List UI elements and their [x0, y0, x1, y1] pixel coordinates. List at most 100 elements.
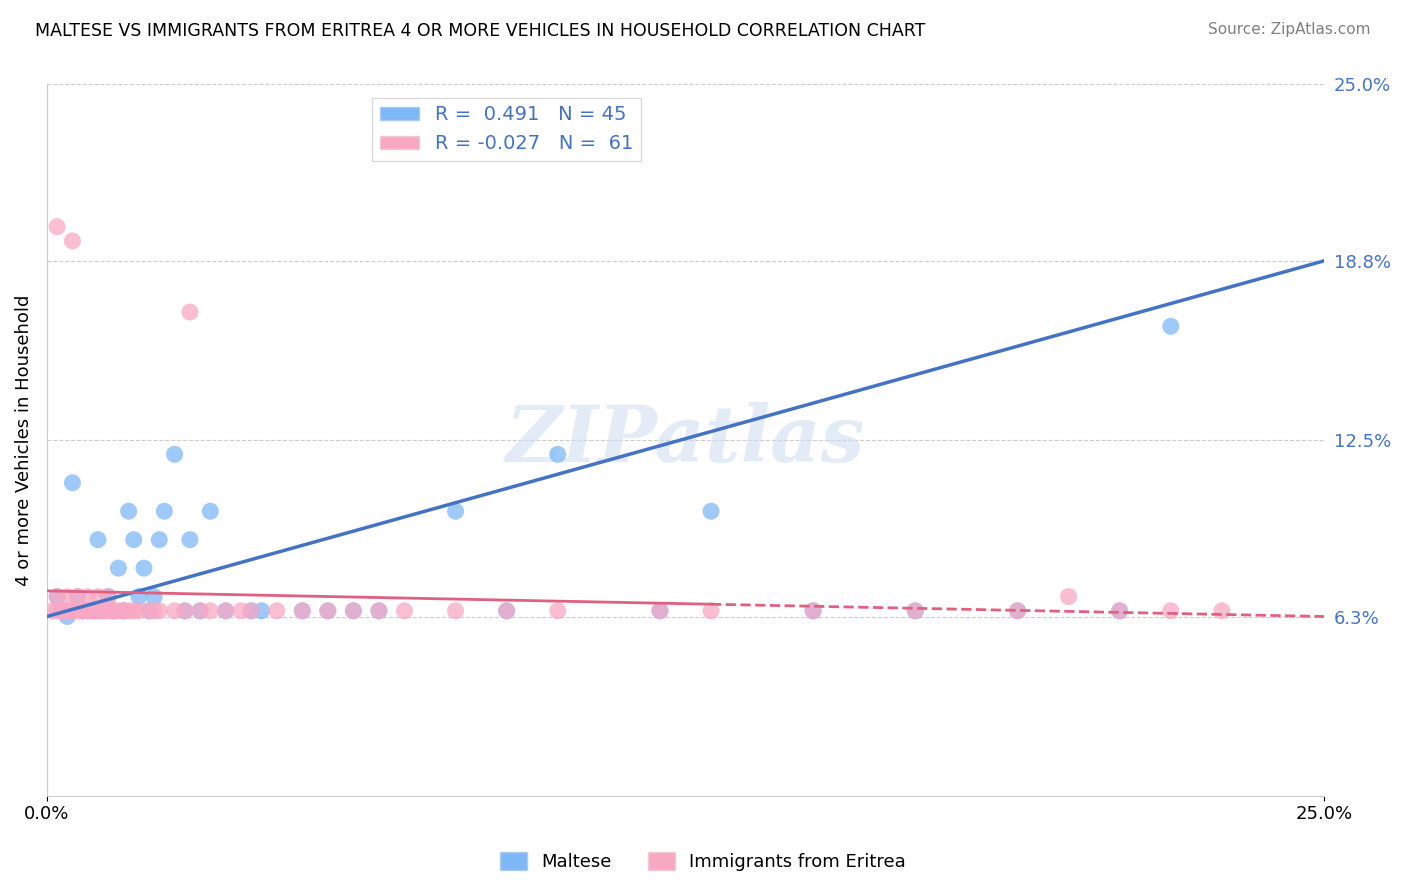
Point [179, 533, 201, 547]
Legend: Maltese, Immigrants from Eritrea: Maltese, Immigrants from Eritrea [492, 845, 914, 879]
Point [1160, 604, 1182, 618]
Point [342, 604, 364, 618]
Point [904, 604, 927, 618]
Point [76, 590, 98, 604]
Point [76, 604, 98, 618]
Point [173, 604, 195, 618]
Point [648, 604, 671, 618]
Point [97, 590, 120, 604]
Point [103, 604, 125, 618]
Point [143, 590, 166, 604]
Point [547, 447, 569, 461]
Point [56, 604, 79, 618]
Point [394, 604, 416, 618]
Point [72, 604, 94, 618]
Point [66, 590, 89, 604]
Point [138, 604, 160, 618]
Point [163, 447, 186, 461]
Point [342, 604, 364, 618]
Point [66, 604, 89, 618]
Text: ZIPatlas: ZIPatlas [506, 402, 865, 478]
Point [368, 604, 391, 618]
Point [173, 604, 195, 618]
Point [801, 604, 824, 618]
Text: Source: ZipAtlas.com: Source: ZipAtlas.com [1208, 22, 1371, 37]
Point [97, 590, 120, 604]
Point [87, 590, 110, 604]
Point [153, 504, 176, 518]
Point [700, 504, 723, 518]
Point [200, 504, 222, 518]
Point [148, 533, 170, 547]
Point [122, 533, 145, 547]
Point [368, 604, 391, 618]
Point [229, 604, 252, 618]
Point [1057, 590, 1080, 604]
Point [163, 604, 186, 618]
Point [103, 604, 125, 618]
Point [188, 604, 211, 618]
Point [700, 604, 723, 618]
Point [107, 604, 129, 618]
Point [122, 604, 145, 618]
Point [128, 590, 150, 604]
Point [444, 604, 467, 618]
Point [266, 604, 288, 618]
Point [138, 604, 160, 618]
Point [1108, 604, 1130, 618]
Point [495, 604, 517, 618]
Point [51, 604, 73, 618]
Point [62, 475, 84, 490]
Point [148, 604, 170, 618]
Point [107, 561, 129, 575]
Point [87, 604, 110, 618]
Point [76, 604, 98, 618]
Point [46, 604, 69, 618]
Point [72, 604, 94, 618]
Point [215, 604, 238, 618]
Point [82, 604, 104, 618]
Point [188, 604, 211, 618]
Point [291, 604, 314, 618]
Point [66, 590, 89, 604]
Point [87, 604, 110, 618]
Point [904, 604, 927, 618]
Point [801, 604, 824, 618]
Point [56, 609, 79, 624]
Point [91, 604, 114, 618]
Point [132, 561, 155, 575]
Point [91, 604, 114, 618]
Point [143, 604, 166, 618]
Point [46, 219, 69, 234]
Point [1160, 319, 1182, 334]
Point [112, 604, 135, 618]
Point [72, 604, 94, 618]
Point [62, 234, 84, 248]
Point [1007, 604, 1029, 618]
Point [547, 604, 569, 618]
Point [97, 604, 120, 618]
Point [1211, 604, 1233, 618]
Point [62, 604, 84, 618]
Point [240, 604, 263, 618]
Point [316, 604, 339, 618]
Point [87, 533, 110, 547]
Point [495, 604, 517, 618]
Point [291, 604, 314, 618]
Point [46, 590, 69, 604]
Point [72, 604, 94, 618]
Point [51, 604, 73, 618]
Point [41, 604, 63, 618]
Point [250, 604, 273, 618]
Point [46, 590, 69, 604]
Point [82, 604, 104, 618]
Point [179, 305, 201, 319]
Point [240, 604, 263, 618]
Point [112, 604, 135, 618]
Point [1007, 604, 1029, 618]
Point [62, 604, 84, 618]
Point [62, 604, 84, 618]
Point [51, 604, 73, 618]
Point [316, 604, 339, 618]
Point [82, 604, 104, 618]
